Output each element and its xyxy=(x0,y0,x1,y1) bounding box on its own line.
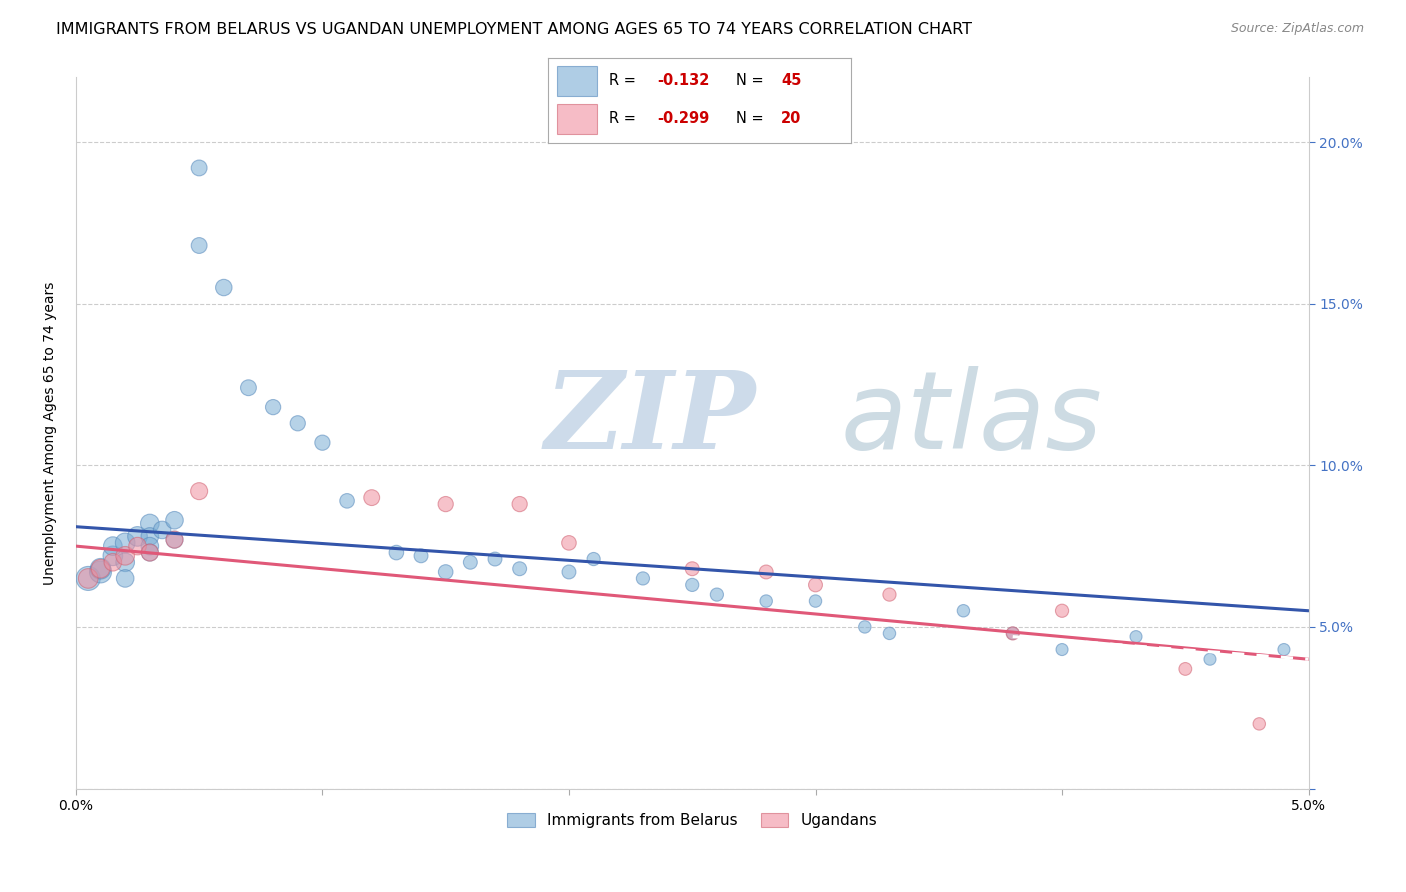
Point xyxy=(434,565,457,579)
Point xyxy=(1050,604,1073,618)
Point xyxy=(163,533,186,547)
Point xyxy=(1174,662,1197,676)
Point xyxy=(188,484,211,499)
Point xyxy=(1050,642,1073,657)
Point xyxy=(139,545,162,559)
Point xyxy=(1001,626,1024,640)
Point xyxy=(188,238,211,252)
Point xyxy=(114,549,136,563)
Point xyxy=(1272,642,1295,657)
Text: -0.132: -0.132 xyxy=(657,73,710,88)
Point xyxy=(804,578,827,592)
Point xyxy=(212,280,235,294)
Point xyxy=(127,539,149,553)
Text: 20: 20 xyxy=(782,112,801,127)
Text: N =: N = xyxy=(735,112,768,127)
Point xyxy=(114,536,136,550)
Text: atlas: atlas xyxy=(841,367,1102,471)
Text: 45: 45 xyxy=(782,73,801,88)
Point xyxy=(952,604,974,618)
Point xyxy=(163,533,186,547)
Point xyxy=(77,571,100,585)
Point xyxy=(804,594,827,608)
Point xyxy=(139,545,162,559)
Point xyxy=(434,497,457,511)
Point xyxy=(509,497,531,511)
Point xyxy=(287,417,309,431)
Point xyxy=(114,571,136,585)
Text: -0.299: -0.299 xyxy=(657,112,710,127)
Point xyxy=(755,565,778,579)
Point xyxy=(101,555,124,569)
Text: IMMIGRANTS FROM BELARUS VS UGANDAN UNEMPLOYMENT AMONG AGES 65 TO 74 YEARS CORREL: IMMIGRANTS FROM BELARUS VS UGANDAN UNEMP… xyxy=(56,22,972,37)
Point xyxy=(262,400,284,414)
Point xyxy=(311,435,333,450)
Point xyxy=(1249,717,1271,731)
Text: R =: R = xyxy=(609,112,640,127)
Y-axis label: Unemployment Among Ages 65 to 74 years: Unemployment Among Ages 65 to 74 years xyxy=(44,281,58,584)
Point xyxy=(150,523,173,537)
Point xyxy=(139,539,162,553)
Point xyxy=(336,494,359,508)
Point xyxy=(582,552,605,566)
Text: ZIP: ZIP xyxy=(544,366,755,472)
Point xyxy=(558,536,581,550)
Legend: Immigrants from Belarus, Ugandans: Immigrants from Belarus, Ugandans xyxy=(502,807,883,834)
Point xyxy=(1001,626,1024,640)
Point xyxy=(755,594,778,608)
Point xyxy=(853,620,876,634)
Point xyxy=(238,381,260,395)
Text: R =: R = xyxy=(609,73,640,88)
Point xyxy=(77,571,100,585)
Point xyxy=(127,529,149,543)
Point xyxy=(139,516,162,531)
Point xyxy=(89,562,111,576)
Point xyxy=(89,565,111,579)
Point xyxy=(558,565,581,579)
Point xyxy=(484,552,506,566)
Point xyxy=(360,491,382,505)
Point xyxy=(163,513,186,527)
Point xyxy=(89,562,111,576)
Point xyxy=(101,539,124,553)
Point xyxy=(879,588,901,602)
Point xyxy=(385,545,408,559)
Point xyxy=(706,588,728,602)
Bar xyxy=(557,103,596,134)
Point xyxy=(681,562,703,576)
Point xyxy=(681,578,703,592)
Point xyxy=(879,626,901,640)
Point xyxy=(460,555,482,569)
Text: N =: N = xyxy=(735,73,768,88)
Bar xyxy=(557,66,596,96)
Point xyxy=(1125,630,1147,644)
Point xyxy=(188,161,211,175)
Point xyxy=(114,555,136,569)
Point xyxy=(409,549,432,563)
Point xyxy=(1199,652,1222,666)
Point xyxy=(139,529,162,543)
Text: Source: ZipAtlas.com: Source: ZipAtlas.com xyxy=(1230,22,1364,36)
Point xyxy=(631,571,654,585)
Point xyxy=(101,549,124,563)
Point xyxy=(509,562,531,576)
